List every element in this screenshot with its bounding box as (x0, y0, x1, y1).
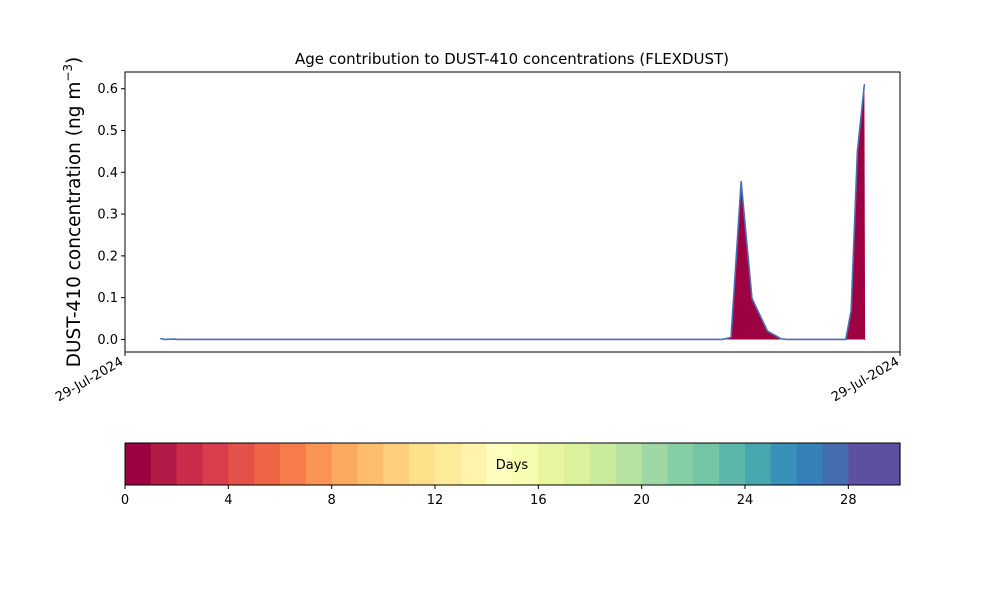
colorbar-tick-label: 20 (633, 493, 650, 508)
data-point (511, 338, 514, 341)
y-tick-label: 0.5 (97, 124, 118, 139)
colorbar-segment (486, 443, 514, 485)
data-point (160, 338, 162, 340)
plot-area (160, 83, 866, 341)
colorbar-tick-label: 0 (121, 493, 129, 508)
data-point (766, 330, 769, 332)
colorbar-segment (409, 443, 436, 485)
data-point (356, 338, 359, 341)
colorbar-label: Days (496, 458, 529, 473)
colorbar-tick-label: 16 (530, 493, 547, 508)
colorbar-segment (693, 443, 720, 485)
data-point (201, 338, 204, 341)
colorbar-segment (719, 443, 746, 485)
colorbar-segment (770, 443, 798, 485)
data-point (786, 338, 788, 341)
colorbar-segment (538, 443, 565, 485)
series-area (160, 84, 866, 340)
y-tick-label: 0.2 (97, 249, 118, 264)
colorbar-segment (176, 443, 204, 485)
x-tick-label: 29-Jul-2024 (829, 354, 902, 405)
colorbar-segment (383, 443, 410, 485)
data-point (863, 83, 865, 86)
data-point (740, 180, 742, 183)
data-point (856, 150, 858, 152)
colorbar-segment (280, 443, 307, 485)
colorbar-segment (357, 443, 384, 485)
colorbar-segment (150, 443, 178, 485)
colorbar-segment (460, 443, 488, 485)
colorbar-segment (641, 443, 669, 485)
data-point (164, 338, 166, 341)
data-point (864, 338, 866, 341)
data-point (850, 309, 852, 311)
data-point (780, 338, 782, 340)
data-point (666, 338, 669, 341)
y-tick-label: 0.4 (97, 166, 118, 181)
data-point (177, 338, 179, 341)
colorbar-tick-label: 8 (328, 493, 336, 508)
colorbar-segment (305, 443, 333, 485)
colorbar-segment (331, 443, 359, 485)
colorbar-segment (228, 443, 255, 485)
colorbar-tick-label: 28 (840, 493, 857, 508)
colorbar-segment (202, 443, 229, 485)
data-point (721, 338, 724, 341)
chart-title: Age contribution to DUST-410 concentrati… (295, 50, 729, 68)
plot-frame (124, 71, 901, 353)
y-tick-label: 0.1 (97, 291, 118, 306)
colorbar-segment (564, 443, 591, 485)
colorbar-segment (848, 443, 875, 485)
data-point (730, 336, 732, 338)
y-tick-label: 0.6 (97, 82, 118, 97)
colorbar: 0 4 8 12 16 20 24 28 (121, 442, 901, 508)
colorbar-tick-label: 4 (224, 493, 232, 508)
y-axis-label: DUST-410 concentration (ng m−3) (61, 57, 85, 368)
colorbar-segment (254, 443, 281, 485)
colorbar-tick-label: 12 (427, 493, 444, 508)
colorbar-segment (667, 443, 694, 485)
y-tick-label: 0.3 (97, 208, 118, 223)
colorbar-segment (796, 443, 824, 485)
colorbar-frame (124, 442, 901, 486)
colorbar-segment (435, 443, 462, 485)
data-point (751, 297, 753, 300)
series-line (160, 84, 866, 341)
axes: 0.0 0.1 0.2 0.3 0.4 0.5 0.6 (97, 71, 901, 356)
colorbar-segment (125, 443, 152, 485)
colorbar-segment (512, 443, 539, 485)
y-tick-label: 0.0 (97, 333, 118, 348)
y-axis-label-close: ) (64, 57, 85, 64)
data-point (845, 338, 847, 341)
data-point (173, 338, 175, 340)
colorbar-tick-label: 24 (737, 493, 754, 508)
colorbar-segment (822, 443, 849, 485)
colorbar-segment (745, 443, 772, 485)
colorbar-segment (590, 443, 617, 485)
y-axis-label-superscript: −3 (61, 64, 75, 82)
colorbar-segment (615, 443, 643, 485)
y-axis-label-text: DUST-410 concentration (ng m (64, 82, 85, 368)
colorbar-segment (874, 443, 901, 485)
